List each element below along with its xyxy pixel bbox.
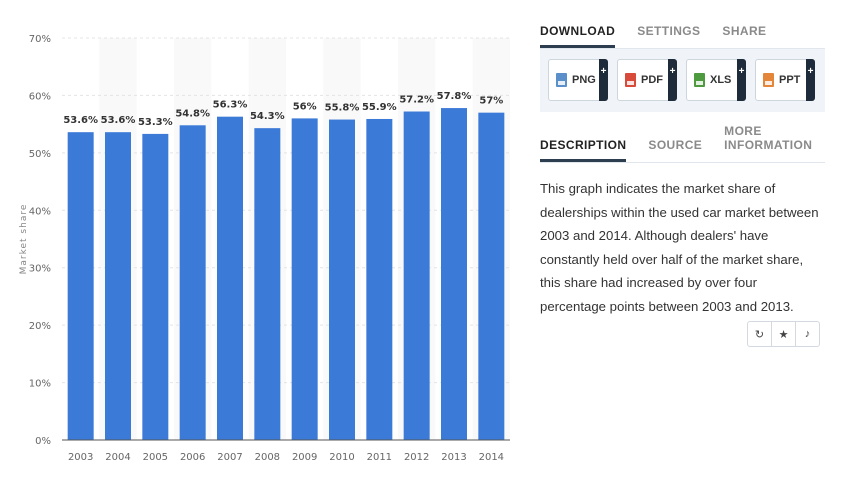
tab-source[interactable]: SOURCE (648, 138, 703, 152)
history-icon: ↻ (754, 328, 765, 341)
plus-icon[interactable]: + (806, 59, 815, 101)
x-tick-label: 2010 (329, 452, 354, 463)
y-tick-label: 50% (29, 149, 51, 160)
x-tick-label: 2003 (68, 452, 93, 463)
info-tabs: DESCRIPTION SOURCE MORE INFORMATION (540, 120, 830, 162)
history-button[interactable]: ↻ (747, 321, 772, 347)
bar (478, 112, 505, 441)
bar (441, 108, 467, 440)
data-label: 54.8% (175, 108, 210, 119)
data-label: 53.6% (101, 115, 136, 126)
bar (291, 118, 318, 441)
data-label: 57% (479, 96, 503, 107)
favorite-button[interactable]: ★ (771, 321, 796, 347)
x-tick-label: 2009 (292, 452, 317, 463)
xls-file-icon (694, 73, 705, 87)
plus-icon[interactable]: + (599, 59, 608, 101)
chart-svg: 0% 10% 20% 30% 40% 50% 60% 70% Market share 53.6%… (19, 34, 510, 463)
y-tick-label: 10% (29, 379, 51, 390)
download-xls-label: XLS (710, 74, 732, 86)
notification-button[interactable]: ♪ (795, 321, 820, 347)
data-label: 57.2% (399, 95, 434, 106)
y-tick-label: 0% (35, 436, 51, 447)
x-tick-label: 2011 (367, 452, 392, 463)
x-tick-label: 2014 (479, 452, 504, 463)
download-tabs: DOWNLOAD SETTINGS SHARE (540, 0, 830, 48)
bar-chart: 0% 10% 20% 30% 40% 50% 60% 70% Market share 53.6%… (19, 34, 510, 463)
tab-divider (540, 162, 825, 163)
data-label: 56% (293, 101, 317, 112)
star-icon: ★ (778, 328, 789, 341)
y-tick-label: 20% (29, 321, 51, 332)
x-tick-label: 2007 (217, 452, 242, 463)
data-label: 53.3% (138, 117, 173, 128)
x-tick-label: 2004 (105, 452, 130, 463)
y-tick-label: 40% (29, 206, 51, 217)
action-buttons: ↻ ★ ♪ (747, 321, 820, 347)
data-label: 54.3% (250, 111, 285, 122)
data-label: 57.8% (437, 91, 472, 102)
x-tick-label: 2008 (255, 452, 280, 463)
download-png-label: PNG (572, 74, 596, 86)
data-label: 55.9% (362, 102, 397, 113)
bar (142, 133, 169, 441)
tab-share[interactable]: SHARE (722, 24, 767, 38)
data-label: 56.3% (213, 100, 248, 111)
y-tick-label: 60% (29, 91, 51, 102)
download-xls-button[interactable]: XLS + (686, 59, 746, 101)
download-ppt-label: PPT (779, 74, 801, 86)
download-box: PNG + PDF + XLS + PPT + (540, 49, 825, 112)
y-tick-label: 30% (29, 264, 51, 275)
download-ppt-button[interactable]: PPT + (755, 59, 815, 101)
tab-download[interactable]: DOWNLOAD (540, 24, 616, 48)
x-tick-label: 2012 (404, 452, 429, 463)
x-tick-label: 2013 (441, 452, 466, 463)
bar (366, 118, 393, 440)
description-text: This graph indicates the market share of… (540, 181, 819, 314)
bar (105, 132, 131, 440)
download-pdf-label: PDF (641, 74, 663, 86)
y-axis-label: Market share (19, 204, 29, 275)
png-file-icon (556, 73, 567, 87)
plus-icon[interactable]: + (668, 59, 677, 101)
side-panel: DOWNLOAD SETTINGS SHARE PNG + PDF + XLS … (540, 0, 830, 485)
data-label: 55.8% (325, 103, 360, 114)
download-png-button[interactable]: PNG + (548, 59, 608, 101)
tab-divider (540, 48, 825, 49)
y-tick-label: 70% (29, 34, 51, 45)
tab-settings[interactable]: SETTINGS (637, 24, 701, 38)
bell-icon: ♪ (804, 328, 811, 340)
ppt-file-icon (763, 73, 774, 87)
tab-more-information[interactable]: MORE INFORMATION (724, 124, 813, 152)
bar (67, 132, 94, 440)
bar (217, 116, 243, 441)
pdf-file-icon (625, 73, 636, 87)
bar (254, 128, 281, 441)
x-tick-label: 2005 (143, 452, 168, 463)
x-tick-label: 2006 (180, 452, 205, 463)
data-label: 53.6% (63, 115, 98, 126)
download-pdf-button[interactable]: PDF + (617, 59, 677, 101)
tab-description[interactable]: DESCRIPTION (540, 138, 627, 162)
bar (403, 111, 430, 440)
bar (179, 125, 206, 440)
plus-icon[interactable]: + (737, 59, 746, 101)
bar (329, 119, 355, 440)
